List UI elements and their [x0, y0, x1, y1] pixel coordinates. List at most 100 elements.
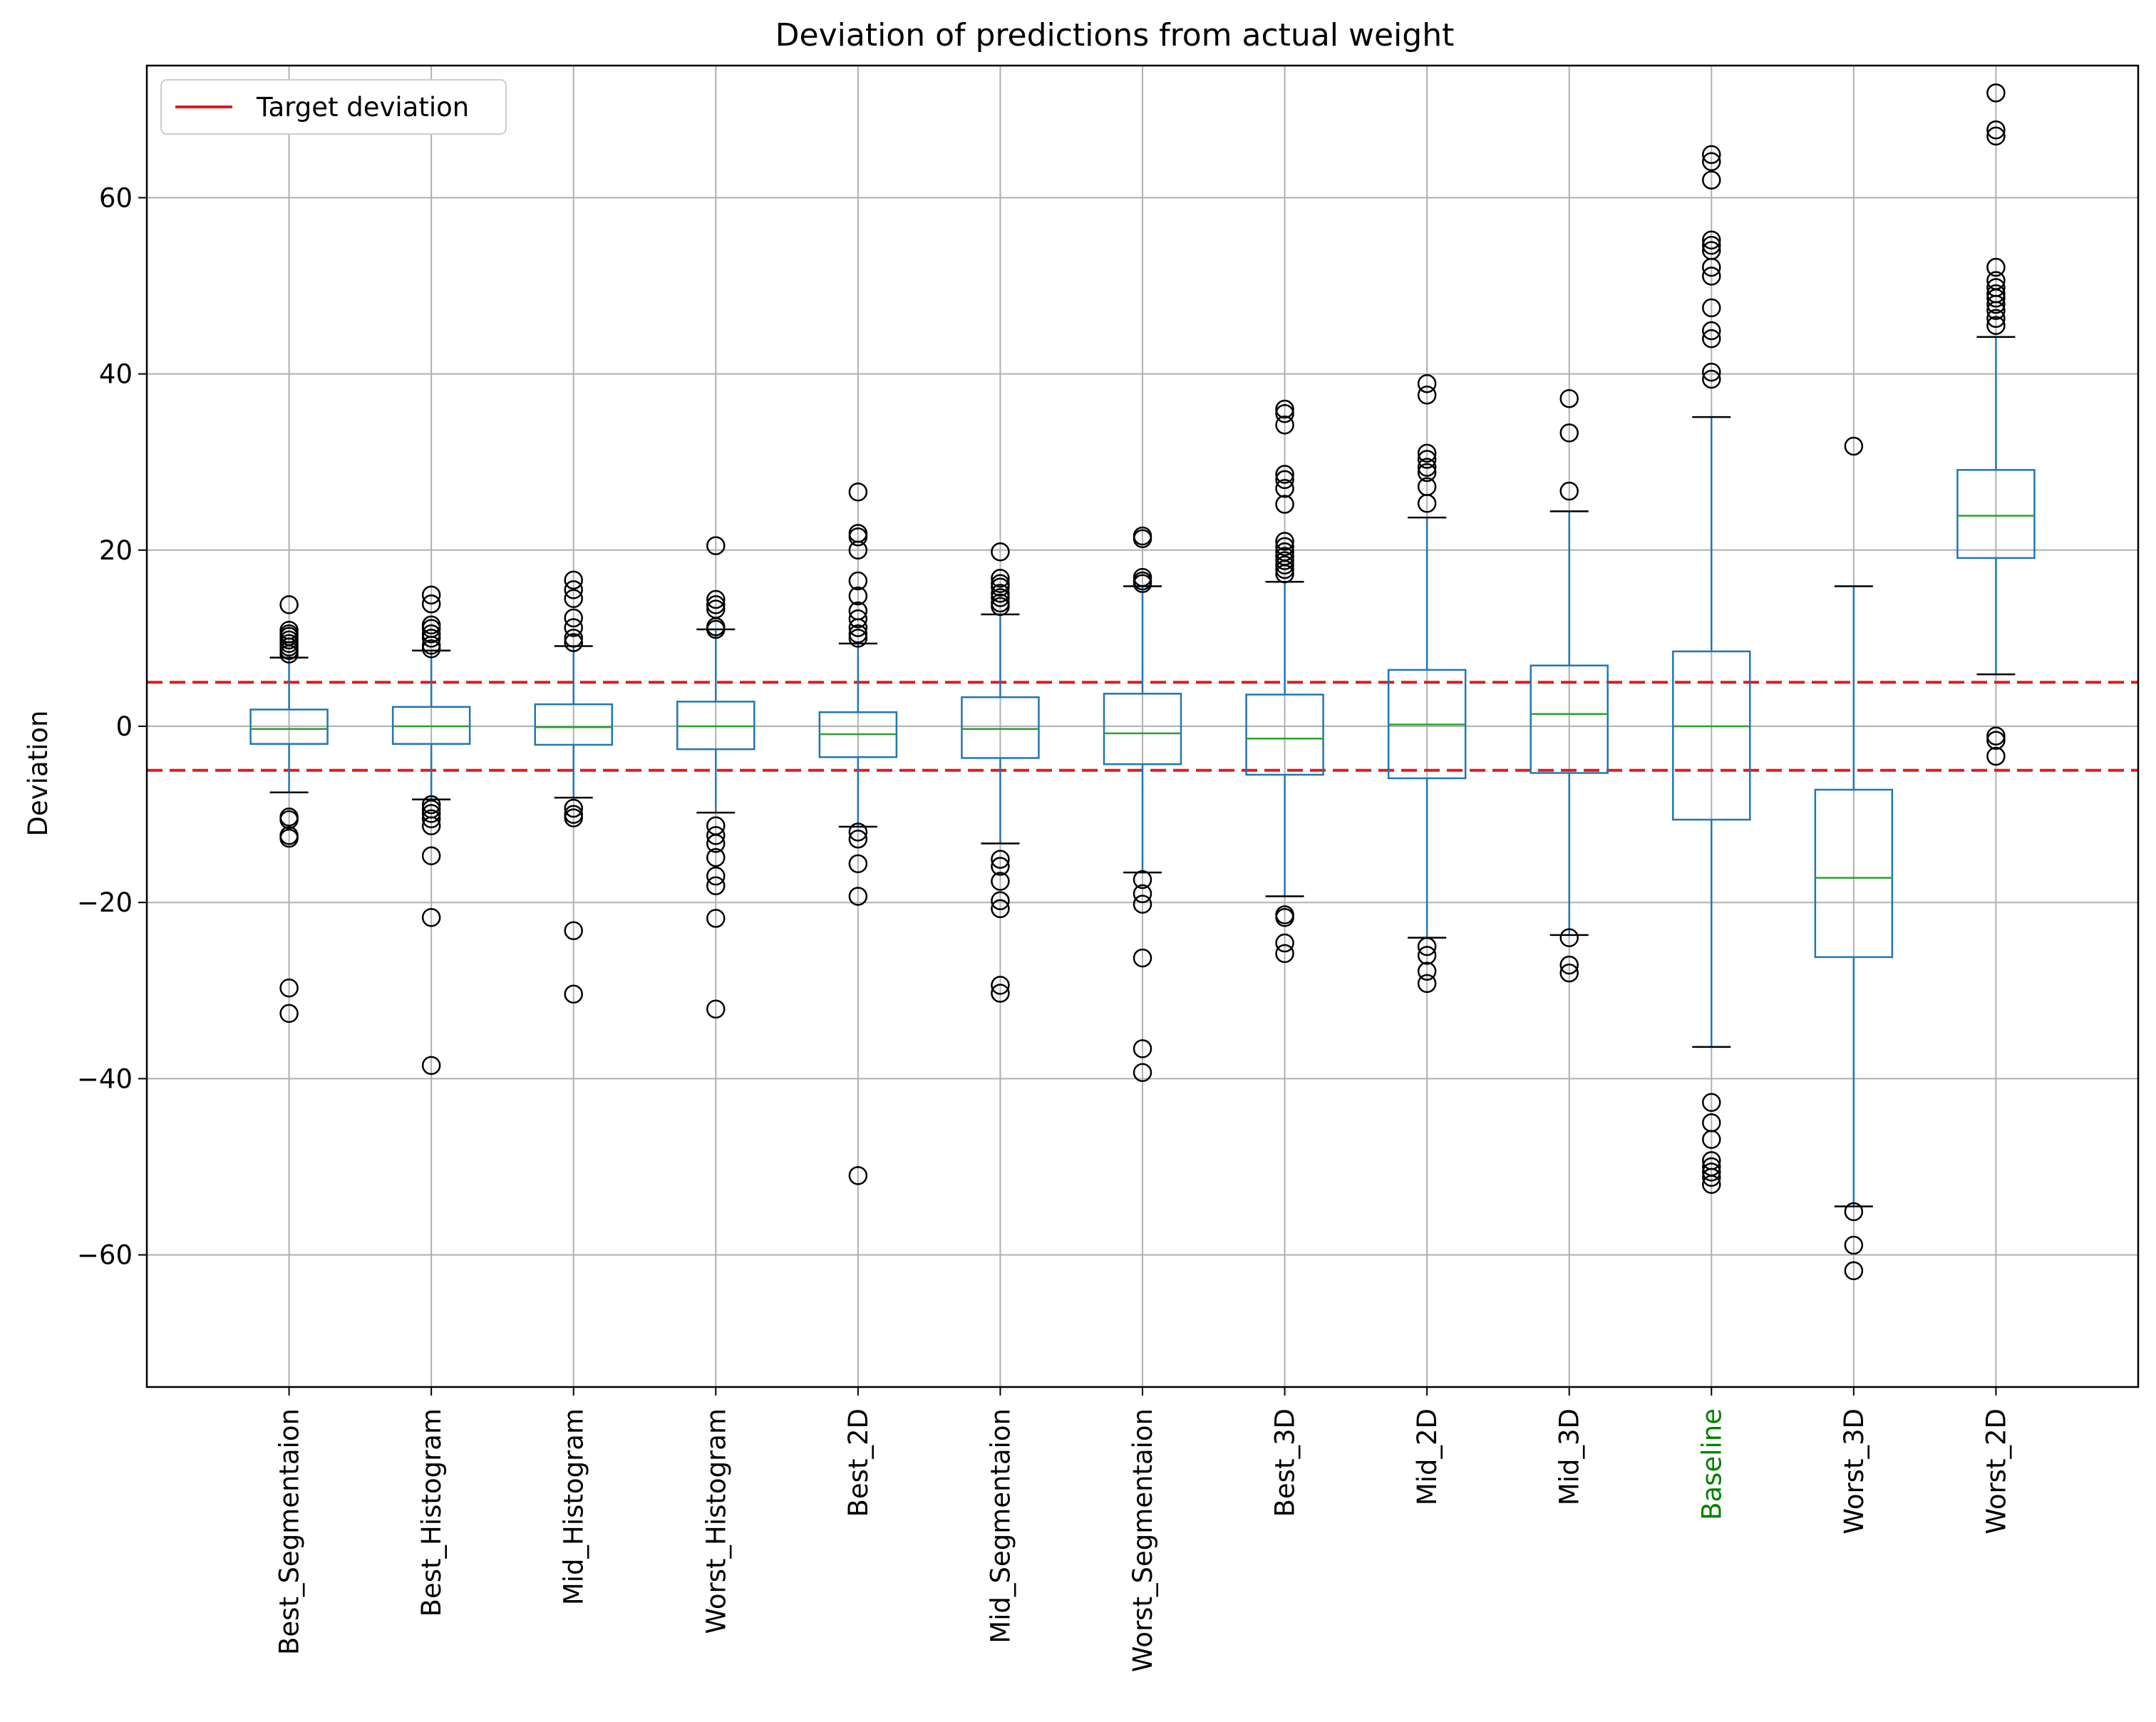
iqr-box [1530, 664, 1609, 774]
iqr-box [1103, 693, 1182, 765]
outlier-point [1986, 301, 2006, 320]
outlier-point [848, 629, 868, 648]
outlier-point [1417, 373, 1437, 393]
outlier-point [1702, 235, 1721, 255]
outlier-point [421, 907, 441, 927]
outlier-point [848, 482, 868, 502]
outlier-point [1275, 564, 1294, 584]
outlier-point [1986, 746, 2006, 766]
box-best-segmentaion [249, 595, 329, 1024]
iqr-box [961, 696, 1040, 759]
iqr-box [1245, 694, 1324, 776]
outlier-point [1275, 537, 1294, 557]
outlier-point [848, 829, 868, 849]
outlier-point [1559, 423, 1579, 443]
plot-frame [145, 64, 2140, 1388]
outlier-point [1275, 551, 1294, 570]
outlier-point [848, 854, 868, 874]
x-tick-label: Worst_2D [1981, 1408, 2011, 1535]
outlier-point [1133, 574, 1152, 594]
outlier-point [848, 618, 868, 637]
outlier-point [1986, 316, 2006, 335]
outlier-point [1844, 1235, 1864, 1255]
outlier-point [1417, 386, 1437, 405]
outlier-point [1702, 298, 1721, 318]
x-tick-label: Mid_Segmentaion [985, 1408, 1016, 1644]
outlier-point [1986, 126, 2006, 146]
box-best-2d [818, 482, 898, 1185]
outlier-point [279, 810, 299, 830]
outlier-point [1702, 369, 1721, 389]
outlier-point [564, 633, 583, 652]
outlier-point [1133, 884, 1152, 904]
outlier-point [1417, 450, 1437, 469]
outlier-point [279, 1004, 299, 1024]
iqr-box [534, 703, 613, 746]
outlier-point [1559, 481, 1579, 501]
outlier-point [421, 804, 441, 823]
box-best-3d [1245, 399, 1324, 964]
box-mid-2d [1387, 373, 1467, 994]
box-mid-histogram [534, 570, 613, 1004]
x-tick-label: Best_Segmentaion [274, 1408, 305, 1655]
box-worst-segmentaion [1103, 526, 1182, 1082]
outlier-point [1133, 1039, 1152, 1058]
outlier-point [421, 816, 441, 835]
outlier-point [706, 595, 726, 614]
outlier-point [991, 542, 1010, 562]
box-series [249, 83, 2036, 1281]
outlier-point [848, 823, 868, 842]
legend-box [160, 79, 507, 135]
outlier-point [848, 586, 868, 606]
outlier-point [1702, 329, 1721, 349]
outlier-point [421, 846, 441, 865]
outlier-point [706, 909, 726, 928]
outlier-point [1417, 494, 1437, 513]
outlier-point [1133, 894, 1152, 914]
outlier-point [1986, 294, 2006, 314]
outlier-point [706, 834, 726, 853]
box-baseline [1672, 145, 1751, 1194]
outlier-point [421, 594, 441, 614]
outlier-point [1559, 955, 1579, 975]
outlier-point [1986, 289, 2006, 308]
outlier-point [1417, 458, 1437, 477]
outlier-point [421, 639, 441, 659]
outlier-point [1986, 726, 2006, 746]
box-mid-segmentaion [961, 542, 1040, 1003]
outlier-point [848, 527, 868, 547]
outlier-point [1986, 120, 2006, 140]
outlier-point [1133, 870, 1152, 890]
outlier-point [706, 866, 726, 886]
x-tick-label: Best_3D [1270, 1408, 1301, 1517]
outlier-point [1702, 321, 1721, 341]
outlier-point [1417, 946, 1437, 965]
outlier-point [1702, 145, 1721, 165]
outlier-point [991, 857, 1010, 876]
outlier-point [1275, 532, 1294, 551]
outlier-point [564, 608, 583, 628]
outlier-point [848, 571, 868, 591]
outlier-point [1702, 1093, 1721, 1113]
outlier-point [706, 589, 726, 609]
x-tick-label: Best_2D [843, 1408, 874, 1517]
outlier-point [1702, 1175, 1721, 1194]
outlier-point [991, 899, 1010, 919]
outlier-point [1702, 1167, 1721, 1187]
outlier-point [279, 644, 299, 664]
outlier-point [991, 597, 1010, 617]
outlier-point [1986, 309, 2006, 328]
chart-title: Deviation of predictions from actual wei… [775, 17, 1455, 53]
outlier-point [564, 570, 583, 590]
outlier-point [991, 872, 1010, 891]
x-tick-label: Worst_Segmentaion [1128, 1408, 1158, 1672]
legend: Target deviation [160, 79, 507, 135]
y-tick-label: 20 [99, 535, 133, 566]
outlier-point [848, 1166, 868, 1185]
outlier-point [706, 536, 726, 555]
outlier-point [706, 847, 726, 867]
iqr-box [1956, 469, 2036, 560]
outlier-point [991, 891, 1010, 910]
outlier-point [1275, 495, 1294, 514]
